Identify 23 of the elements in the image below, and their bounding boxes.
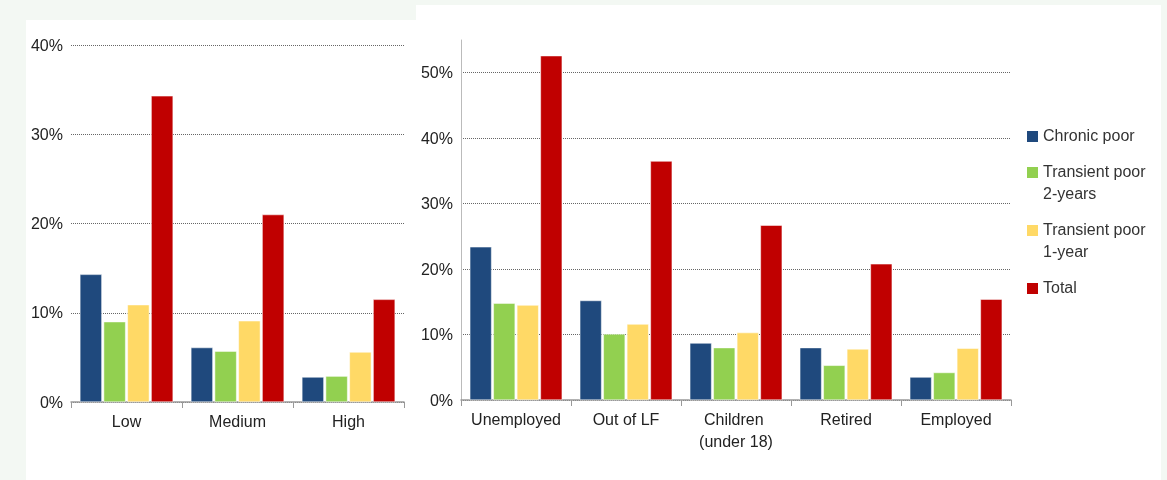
- y-tick-label: 10%: [420, 326, 453, 344]
- x-tick-label: Unemployed: [471, 410, 561, 428]
- legend-label: Total: [1043, 278, 1077, 298]
- y-tick-label: 30%: [420, 195, 453, 213]
- y-tick-label: 0%: [39, 393, 63, 411]
- y-tick-label: 40%: [30, 36, 63, 54]
- y-tick-label: 20%: [420, 260, 453, 278]
- y-tick-label: 50%: [420, 64, 453, 82]
- x-tick-label: High: [332, 412, 365, 430]
- x-tick-label: Out of LF: [592, 410, 660, 428]
- y-tick-label: 40%: [420, 129, 453, 147]
- x-tick-label: Employed: [920, 410, 992, 428]
- y-tick-label: 0%: [429, 391, 453, 409]
- legend-label: Transient poor 1-year: [1043, 220, 1147, 262]
- x-tick-label: Retired: [820, 410, 872, 428]
- y-tick-label: 20%: [30, 215, 63, 232]
- x-tick-label: Low: [111, 412, 142, 430]
- legend-label: Chronic poor: [1043, 126, 1135, 146]
- legend-label: Transient poor 2-years: [1043, 162, 1147, 204]
- x-tick-label: Medium: [209, 412, 266, 430]
- y-tick-label: 10%: [30, 304, 63, 322]
- x-tick-label: Children (under 18): [699, 410, 773, 450]
- y-tick-label: 30%: [30, 125, 63, 143]
